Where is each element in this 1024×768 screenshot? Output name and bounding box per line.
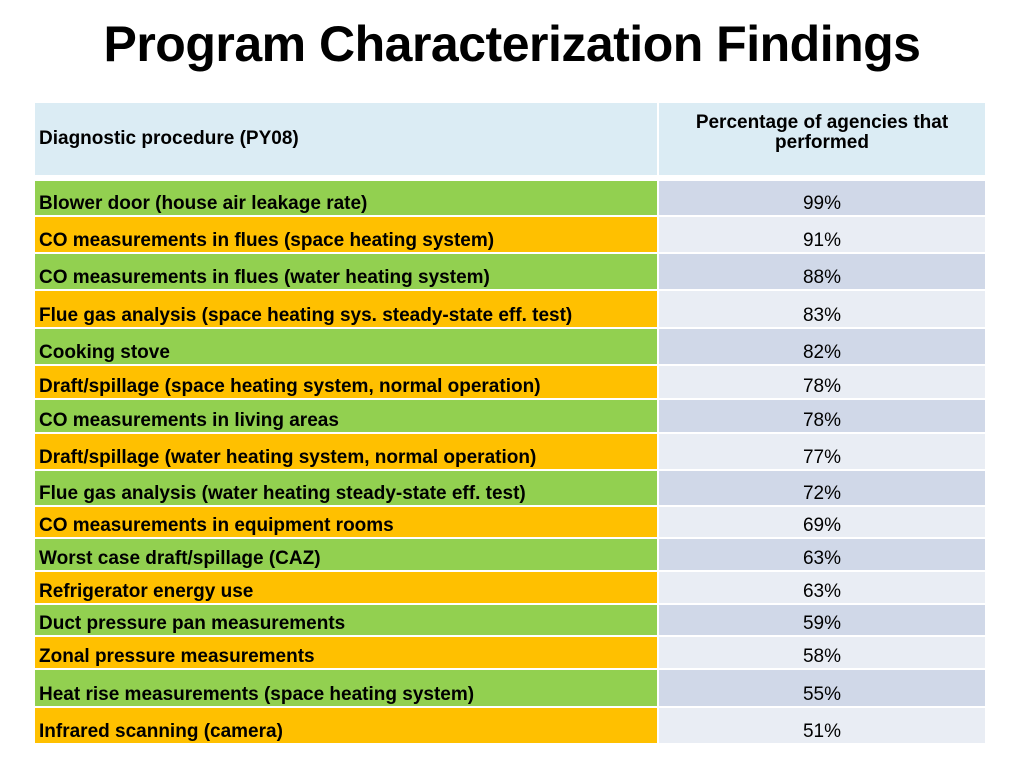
percentage-cell: 58% xyxy=(657,635,987,670)
table-row: Infrared scanning (camera) 51% xyxy=(33,706,987,745)
table-row: Draft/spillage (water heating system, no… xyxy=(33,432,987,471)
procedure-cell: Refrigerator energy use xyxy=(33,570,659,605)
table-row: Refrigerator energy use 63% xyxy=(33,570,987,605)
procedure-cell: Zonal pressure measurements xyxy=(33,635,659,670)
table-row: CO measurements in flues (space heating … xyxy=(33,215,987,254)
percentage-cell: 55% xyxy=(657,668,987,708)
findings-table: Diagnostic procedure (PY08) Percentage o… xyxy=(33,101,987,745)
table-row: Worst case draft/spillage (CAZ) 63% xyxy=(33,537,987,572)
procedure-cell: Draft/spillage (space heating system, no… xyxy=(33,364,659,400)
percentage-cell: 63% xyxy=(657,537,987,572)
column-header-procedure: Diagnostic procedure (PY08) xyxy=(33,101,659,177)
table-row: Blower door (house air leakage rate) 99% xyxy=(33,179,987,217)
procedure-cell: CO measurements in flues (space heating … xyxy=(33,215,659,254)
table-row: Cooking stove 82% xyxy=(33,327,987,366)
procedure-cell: CO measurements in living areas xyxy=(33,398,659,434)
column-header-percentage: Percentage of agencies that performed xyxy=(657,101,987,177)
percentage-cell: 78% xyxy=(657,398,987,434)
procedure-cell: Worst case draft/spillage (CAZ) xyxy=(33,537,659,572)
percentage-cell: 77% xyxy=(657,432,987,471)
table-row: Heat rise measurements (space heating sy… xyxy=(33,668,987,708)
percentage-cell: 69% xyxy=(657,505,987,539)
percentage-cell: 78% xyxy=(657,364,987,400)
percentage-cell: 72% xyxy=(657,469,987,507)
percentage-cell: 82% xyxy=(657,327,987,366)
percentage-cell: 91% xyxy=(657,215,987,254)
procedure-cell: Draft/spillage (water heating system, no… xyxy=(33,432,659,471)
table-body: Blower door (house air leakage rate) 99% C… xyxy=(33,175,987,745)
procedure-cell: Heat rise measurements (space heating sy… xyxy=(33,668,659,708)
percentage-cell: 83% xyxy=(657,289,987,329)
table-row: CO measurements in equipment rooms 69% xyxy=(33,505,987,539)
percentage-cell: 63% xyxy=(657,570,987,605)
table-row: CO measurements in flues (water heating … xyxy=(33,252,987,291)
procedure-cell: Flue gas analysis (space heating sys. st… xyxy=(33,289,659,329)
table-row: Zonal pressure measurements 58% xyxy=(33,635,987,670)
table-row: Duct pressure pan measurements 59% xyxy=(33,603,987,637)
procedure-cell: Blower door (house air leakage rate) xyxy=(33,179,659,217)
table-header-row: Diagnostic procedure (PY08) Percentage o… xyxy=(33,101,987,177)
percentage-cell: 51% xyxy=(657,706,987,745)
procedure-cell: Flue gas analysis (water heating steady-… xyxy=(33,469,659,507)
table-row: Flue gas analysis (water heating steady-… xyxy=(33,469,987,507)
page-title: Program Characterization Findings xyxy=(103,16,921,72)
table-row: CO measurements in living areas 78% xyxy=(33,398,987,434)
procedure-cell: Cooking stove xyxy=(33,327,659,366)
table-row: Draft/spillage (space heating system, no… xyxy=(33,364,987,400)
percentage-cell: 59% xyxy=(657,603,987,637)
procedure-cell: CO measurements in flues (water heating … xyxy=(33,252,659,291)
percentage-cell: 99% xyxy=(657,179,987,217)
procedure-cell: CO measurements in equipment rooms xyxy=(33,505,659,539)
procedure-cell: Duct pressure pan measurements xyxy=(33,603,659,637)
table-row: Flue gas analysis (space heating sys. st… xyxy=(33,289,987,329)
percentage-cell: 88% xyxy=(657,252,987,291)
procedure-cell: Infrared scanning (camera) xyxy=(33,706,659,745)
